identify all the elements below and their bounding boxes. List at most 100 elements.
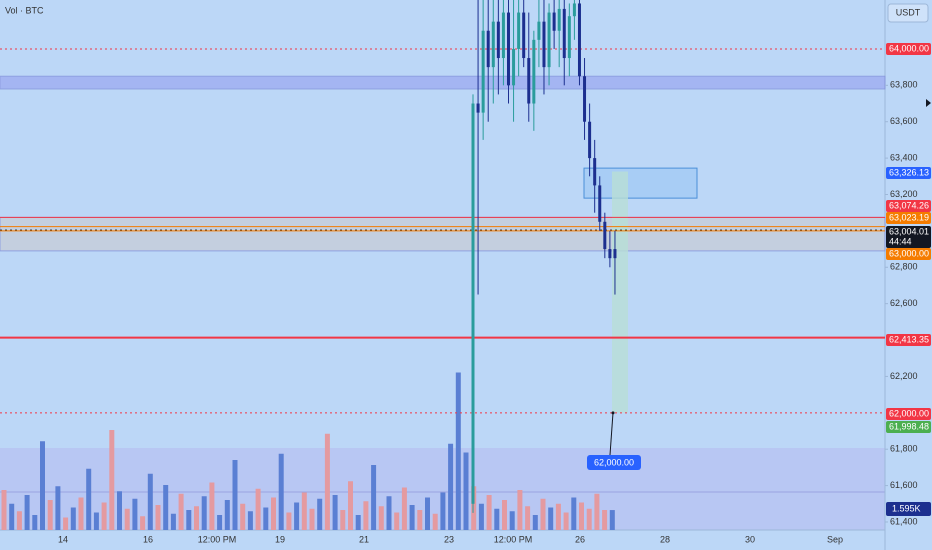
y-tick-label: 62,800 xyxy=(890,262,918,272)
volume-bar xyxy=(348,481,353,530)
volume-bar xyxy=(255,488,261,530)
candle-body xyxy=(577,3,581,77)
volume-bar xyxy=(247,511,253,530)
price-label-box xyxy=(886,421,931,433)
volume-bar xyxy=(525,506,531,530)
price-label-box xyxy=(886,248,931,260)
volume-bar xyxy=(502,500,507,530)
volume-bar xyxy=(55,486,61,530)
x-tick-label: 12:00 PM xyxy=(198,534,237,544)
volume-bar xyxy=(486,495,492,530)
volume-bar xyxy=(109,430,115,530)
volume-bar xyxy=(555,503,561,530)
price-label: 62,413.35 xyxy=(889,334,929,344)
x-tick-label: 16 xyxy=(143,534,153,544)
candle-body xyxy=(583,76,587,122)
volume-bar xyxy=(609,510,615,530)
volume-bar xyxy=(63,517,69,530)
volume-bar xyxy=(117,491,122,530)
price-label: 63,023.19 xyxy=(889,212,929,222)
volume-bar xyxy=(448,443,454,530)
zone xyxy=(0,75,886,90)
price-label: 61,998.48 xyxy=(889,421,929,431)
currency-button[interactable] xyxy=(887,3,929,23)
candle-body xyxy=(522,12,526,59)
volume-bar xyxy=(478,503,484,530)
volume-bar xyxy=(132,498,138,530)
price-label-box xyxy=(886,200,931,212)
volume-bar xyxy=(425,497,430,530)
x-tick-label: 12:00 PM xyxy=(494,534,533,544)
chart-title: Vol · BTC xyxy=(5,5,44,15)
x-tick-label: 23 xyxy=(444,534,454,544)
volume-bar xyxy=(294,502,300,530)
volume-bar xyxy=(40,441,45,530)
candle-body xyxy=(562,8,566,59)
annotation-leader xyxy=(609,412,614,456)
price-label-box xyxy=(886,334,931,346)
currency[interactable]: USDT xyxy=(896,7,921,17)
volume-bar xyxy=(278,453,284,530)
countdown: 44:44 xyxy=(889,236,912,246)
volume-label: 1.595K xyxy=(892,503,921,513)
y-tick-label: 63,800 xyxy=(890,80,918,90)
price-label: 64,000.00 xyxy=(889,43,929,53)
candle-body xyxy=(593,158,597,186)
price-label-box xyxy=(886,408,931,420)
volume-bar xyxy=(401,487,407,530)
volume-bar xyxy=(209,482,215,530)
volume-bar xyxy=(371,465,377,530)
candle-body xyxy=(501,12,505,59)
price-label-box xyxy=(886,226,931,248)
volume-bar xyxy=(548,507,554,530)
volume-bar xyxy=(286,512,292,530)
candle-body xyxy=(572,3,576,17)
volume-bar xyxy=(540,498,546,530)
zone xyxy=(0,216,886,252)
x-tick-label: 19 xyxy=(275,534,285,544)
price-label: 63,000.00 xyxy=(889,248,929,258)
volume-bar xyxy=(363,501,369,530)
candle-body xyxy=(552,12,556,31)
y-tick-label: 61,600 xyxy=(890,480,918,490)
volume-bar xyxy=(240,503,246,530)
volume-bar xyxy=(355,515,361,530)
volume-bar xyxy=(532,515,538,530)
volume-bar xyxy=(147,473,153,530)
volume-bar xyxy=(594,493,600,530)
annotation-label: 62,000.00 xyxy=(594,457,634,467)
volume-bar xyxy=(232,460,238,530)
volume-bar xyxy=(432,513,438,530)
x-tick-label: 28 xyxy=(660,534,670,544)
x-tick-label: 21 xyxy=(359,534,369,544)
volume-bar xyxy=(263,507,269,530)
volume-bar xyxy=(271,497,276,530)
volume-bar xyxy=(201,496,207,530)
y-tick-label: 62,600 xyxy=(890,298,918,308)
volume-bar xyxy=(163,485,169,530)
candle-body xyxy=(608,249,612,259)
candle-body xyxy=(557,8,561,31)
price-label: 63,074.26 xyxy=(889,200,929,210)
volume-bar xyxy=(463,452,469,530)
candle-body xyxy=(512,48,516,86)
volume-bar xyxy=(494,508,500,530)
volume-bar xyxy=(140,516,146,530)
volume-bar xyxy=(101,502,107,530)
volume-bar xyxy=(47,500,53,530)
y-tick-label: 63,200 xyxy=(890,189,918,199)
volume-bar xyxy=(86,468,92,530)
volume-bar xyxy=(93,512,99,530)
volume-bar xyxy=(563,512,569,530)
volume-bar xyxy=(32,515,38,530)
volume-bar xyxy=(224,500,230,530)
price-label-box xyxy=(886,212,931,224)
candle-body xyxy=(506,12,510,86)
volume-bar xyxy=(301,492,307,530)
candle-body xyxy=(613,249,617,259)
volume-bar xyxy=(186,510,192,530)
y-tick-label: 62,200 xyxy=(890,371,918,381)
volume-bar xyxy=(9,503,15,530)
candle-body xyxy=(481,30,485,113)
